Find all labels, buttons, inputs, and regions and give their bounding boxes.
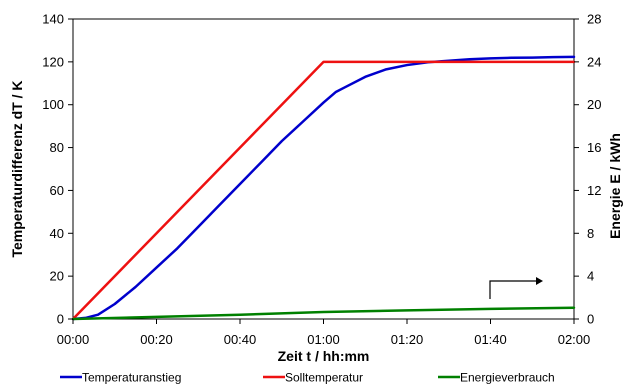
y2-tick-label: 28 (587, 12, 601, 27)
y2-tick-label: 8 (587, 226, 594, 241)
legend-label-solltemperatur: Solltemperatur (285, 371, 363, 385)
y2-tick-label: 24 (587, 54, 601, 69)
x-tick-label: 00:20 (140, 332, 173, 347)
legend-label-temperaturanstieg: Temperaturanstieg (82, 371, 181, 385)
y2-tick-label: 20 (587, 97, 601, 112)
legend-label-energieverbrauch: Energieverbrauch (460, 371, 555, 385)
series-line-solltemperatur (71, 60, 576, 321)
y-tick-label: 80 (50, 140, 64, 155)
y-tick-label: 100 (42, 97, 64, 112)
y-tick-label: 20 (50, 269, 64, 284)
x-axis-title: Zeit t / hh:mm (278, 348, 370, 364)
x-tick-label: 02:00 (558, 332, 591, 347)
x-tick-label: 01:00 (307, 332, 340, 347)
x-tick-label: 00:40 (224, 332, 257, 347)
y2-tick-label: 12 (587, 183, 601, 198)
y-tick-label: 0 (57, 312, 64, 327)
annotation-arrow-head (536, 277, 543, 285)
x-tick-label: 01:20 (391, 332, 424, 347)
y-tick-label: 60 (50, 183, 64, 198)
elbow-arrow-right-icon (489, 277, 543, 299)
y2-tick-label: 0 (587, 312, 594, 327)
y2-tick-label: 16 (587, 140, 601, 155)
x-tick-label: 01:40 (474, 332, 507, 347)
y-tick-label: 40 (50, 226, 64, 241)
y2-tick-label: 4 (587, 269, 594, 284)
y-axis-title: Temperaturdifferenz dT / K (9, 80, 25, 257)
y-tick-label: 140 (42, 12, 64, 27)
series-line-energieverbrauch (71, 306, 576, 321)
series-line-temperaturanstieg (71, 55, 576, 321)
y2-axis-title: Energie E / kWh (607, 133, 623, 239)
annotation-arrow-line (489, 280, 536, 299)
x-tick-label: 00:00 (57, 332, 90, 347)
y-tick-label: 120 (42, 54, 64, 69)
